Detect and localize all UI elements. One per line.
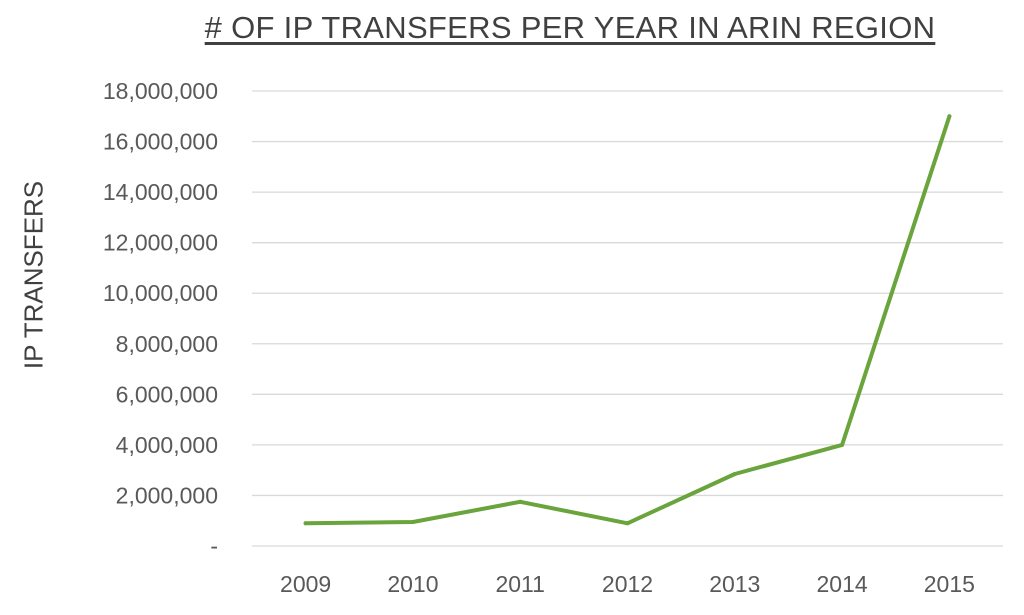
chart-title: # OF IP TRANSFERS PER YEAR IN ARIN REGIO… <box>204 10 936 45</box>
x-tick-label: 2012 <box>602 571 653 597</box>
data-point <box>625 521 630 526</box>
y-tick-label: 8,000,000 <box>116 331 218 357</box>
data-point <box>410 519 415 524</box>
y-tick-label: 12,000,000 <box>103 230 218 256</box>
data-point <box>840 442 845 447</box>
x-tick-label: 2014 <box>816 571 867 597</box>
x-tick-label: 2015 <box>924 571 975 597</box>
y-tick-label: 6,000,000 <box>116 381 218 407</box>
x-tick-label: 2010 <box>387 571 438 597</box>
data-point <box>947 114 952 119</box>
data-point <box>303 521 308 526</box>
y-tick-label: 4,000,000 <box>116 432 218 458</box>
x-tick-label: 2009 <box>280 571 331 597</box>
y-tick-label: 16,000,000 <box>103 129 218 155</box>
data-point <box>732 471 737 476</box>
y-tick-label: 10,000,000 <box>103 280 218 306</box>
y-tick-label: - <box>210 533 218 559</box>
y-tick-label: 18,000,000 <box>103 78 218 104</box>
y-tick-label: 2,000,000 <box>116 482 218 508</box>
x-tick-label: 2013 <box>709 571 760 597</box>
x-tick-label: 2011 <box>495 571 544 597</box>
y-tick-label: 14,000,000 <box>103 179 218 205</box>
data-point <box>518 499 523 504</box>
series-line <box>303 114 952 526</box>
